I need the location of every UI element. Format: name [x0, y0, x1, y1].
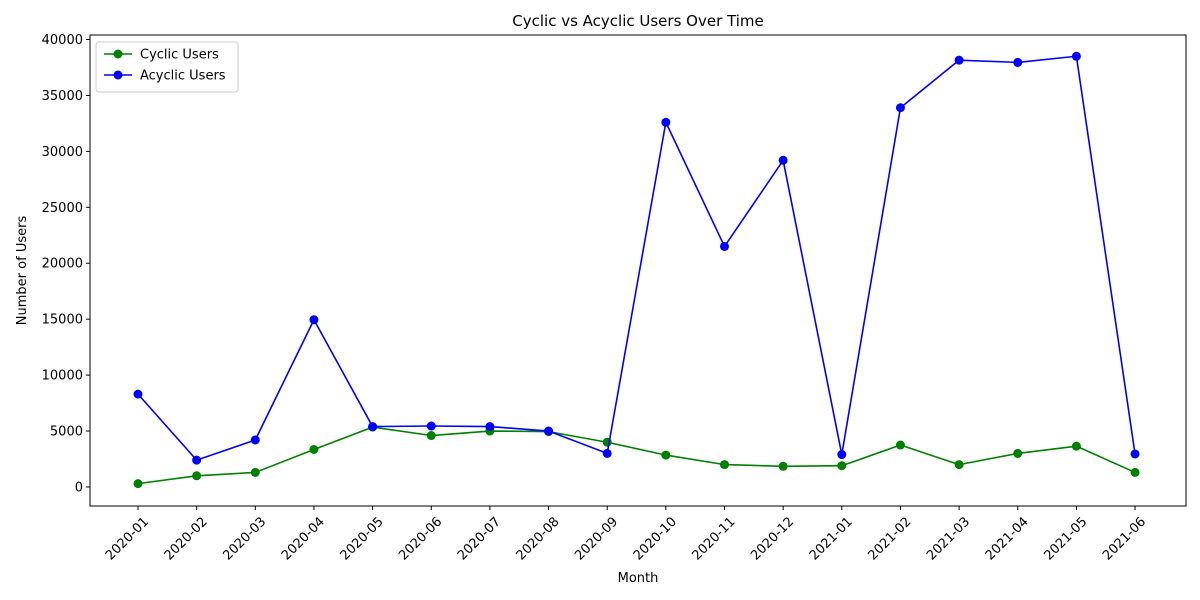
data-point [426, 421, 436, 431]
data-point [485, 422, 495, 432]
y-tick-label: 30000 [42, 145, 83, 160]
data-point [1013, 57, 1023, 67]
data-point [133, 389, 143, 399]
y-tick-label: 5000 [50, 425, 83, 440]
data-point [661, 450, 671, 460]
plot-area [89, 34, 1187, 507]
data-point [1130, 467, 1140, 477]
data-point [192, 455, 202, 465]
y-axis: 0 5000 10000 15000 20000 25000 30000 35000 40000 [42, 33, 90, 495]
data-point [602, 448, 612, 458]
series-group [133, 51, 1140, 489]
legend-item: Cyclic Users [104, 48, 219, 63]
data-point [1130, 449, 1140, 459]
data-point [895, 103, 905, 113]
data-point [309, 445, 319, 455]
legend: Cyclic Users Acyclic Users [95, 41, 239, 93]
legend-marker [113, 49, 123, 59]
data-point [426, 431, 436, 441]
y-axis-label: Number of Users [15, 216, 30, 326]
data-point [192, 471, 202, 481]
y-tick-label: 0 [75, 480, 83, 495]
series-acyclic-users [133, 51, 1140, 465]
data-point [250, 467, 260, 477]
data-point [1071, 441, 1081, 451]
y-tick-label: 35000 [42, 89, 83, 104]
data-point [720, 241, 729, 251]
y-tick-label: 10000 [42, 369, 83, 384]
x-axis-label: Month [618, 571, 659, 586]
legend-label: Cyclic Users [140, 48, 219, 63]
y-tick-label: 40000 [42, 33, 83, 48]
data-point [368, 422, 378, 432]
series-line [137, 426, 1136, 485]
data-point [954, 460, 964, 470]
legend-label: Acyclic Users [140, 69, 226, 84]
data-point [1071, 51, 1081, 61]
data-point [1013, 448, 1023, 458]
data-point [837, 461, 847, 471]
data-point [133, 479, 143, 489]
series-line [137, 55, 1136, 461]
data-point [720, 460, 729, 470]
data-point [954, 55, 964, 65]
chart-title: Cyclic vs Acyclic Users Over Time [512, 12, 763, 30]
data-point [661, 117, 671, 127]
data-point [895, 440, 905, 450]
legend-item: Acyclic Users [104, 69, 226, 84]
plot-frame [89, 34, 1187, 507]
data-point [778, 461, 788, 471]
y-tick-label: 20000 [42, 257, 83, 272]
data-point [837, 450, 847, 460]
y-tick-label: 25000 [42, 201, 83, 216]
data-point [309, 315, 319, 325]
data-point [778, 155, 788, 165]
y-tick-label: 15000 [42, 313, 83, 328]
legend-marker [113, 70, 123, 80]
series-cyclic-users [133, 422, 1140, 489]
data-point [544, 426, 554, 436]
data-point [250, 435, 260, 445]
